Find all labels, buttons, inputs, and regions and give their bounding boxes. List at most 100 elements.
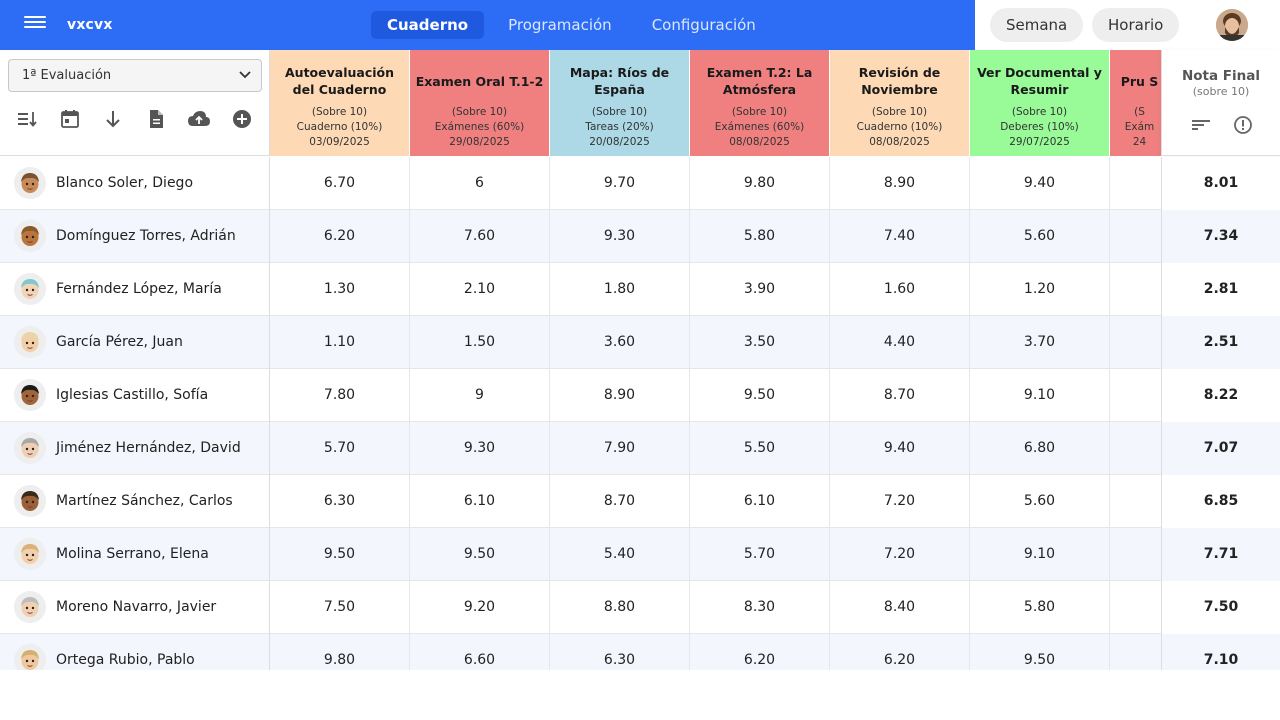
student-cell[interactable]: Blanco Soler, Diego bbox=[0, 157, 270, 210]
grade-cell[interactable]: 3.90 bbox=[690, 263, 830, 316]
sort-icon[interactable] bbox=[17, 108, 39, 130]
column-header[interactable]: Revisión de Noviembre (Sobre 10) Cuaderno … bbox=[830, 50, 970, 156]
student-cell[interactable]: Ortega Rubio, Pablo bbox=[0, 634, 270, 670]
grade-cell[interactable]: 5.70 bbox=[270, 422, 410, 475]
grade-cell[interactable]: 3.60 bbox=[550, 316, 690, 369]
column-header[interactable]: Examen T.2: La Atmósfera (Sobre 10) Exámen… bbox=[690, 50, 830, 156]
grade-cell[interactable]: 6.10 bbox=[690, 475, 830, 528]
grade-cell[interactable]: 6.60 bbox=[410, 634, 550, 670]
student-cell[interactable]: Moreno Navarro, Javier bbox=[0, 581, 270, 634]
grade-cell[interactable]: 6.20 bbox=[270, 210, 410, 263]
grade-cell[interactable]: 2.10 bbox=[410, 263, 550, 316]
alert-circle-icon[interactable] bbox=[1232, 114, 1254, 136]
grade-cell[interactable]: 6.70 bbox=[270, 157, 410, 210]
student-cell[interactable]: Jiménez Hernández, David bbox=[0, 422, 270, 475]
grade-cell[interactable]: 1.20 bbox=[970, 263, 1110, 316]
grade-cell[interactable]: 9.70 bbox=[550, 157, 690, 210]
column-header[interactable]: Autoevaluación del Cuaderno (Sobre 10) Cua… bbox=[270, 50, 410, 156]
grade-cell[interactable]: 8.70 bbox=[830, 369, 970, 422]
grade-cell[interactable]: 7.80 bbox=[270, 369, 410, 422]
grade-cell[interactable]: 9.80 bbox=[690, 157, 830, 210]
grade-cell[interactable]: 5.70 bbox=[690, 528, 830, 581]
cloud-upload-icon[interactable] bbox=[187, 108, 211, 130]
grade-cell[interactable]: 3.70 bbox=[970, 316, 1110, 369]
period-select[interactable]: 1ª Evaluación bbox=[8, 59, 262, 92]
grade-cell[interactable]: 9.10 bbox=[970, 528, 1110, 581]
student-cell[interactable]: García Pérez, Juan bbox=[0, 316, 270, 369]
grade-cell[interactable]: 9.30 bbox=[550, 210, 690, 263]
column-date: 08/08/2025 bbox=[869, 136, 930, 148]
grade-cell[interactable]: 7.60 bbox=[410, 210, 550, 263]
schedule-button[interactable]: Horario bbox=[1092, 8, 1180, 42]
grade-cell[interactable]: 8.90 bbox=[830, 157, 970, 210]
grade-cell[interactable]: 6.10 bbox=[410, 475, 550, 528]
tab-programacion[interactable]: Programación bbox=[508, 16, 612, 34]
avatar bbox=[14, 379, 46, 411]
grade-cell[interactable]: 4.40 bbox=[830, 316, 970, 369]
grade-cell[interactable]: 6 bbox=[410, 157, 550, 210]
grade-cell[interactable]: 6.20 bbox=[830, 634, 970, 670]
user-avatar[interactable] bbox=[1216, 9, 1248, 41]
grade-cell[interactable]: 3.50 bbox=[690, 316, 830, 369]
student-cell[interactable]: Fernández López, María bbox=[0, 263, 270, 316]
grade-cell[interactable]: 8.30 bbox=[690, 581, 830, 634]
grade-cell[interactable]: 8.80 bbox=[550, 581, 690, 634]
grade-cell[interactable]: 1.10 bbox=[270, 316, 410, 369]
grade-cell[interactable]: 6.20 bbox=[690, 634, 830, 670]
grade-cell[interactable]: 6.80 bbox=[970, 422, 1110, 475]
grade-cell[interactable]: 9.30 bbox=[410, 422, 550, 475]
grade-cell[interactable]: 6.30 bbox=[270, 475, 410, 528]
final-grade-header: Nota Final (sobre 10) bbox=[1161, 50, 1280, 156]
student-cell[interactable]: Molina Serrano, Elena bbox=[0, 528, 270, 581]
column-header[interactable]: Examen Oral T.1-2 (Sobre 10) Exámenes (60%… bbox=[410, 50, 550, 156]
grade-cell[interactable]: 9.40 bbox=[830, 422, 970, 475]
grade-cell[interactable]: 7.20 bbox=[830, 475, 970, 528]
grade-cell[interactable]: 7.50 bbox=[270, 581, 410, 634]
column-header[interactable]: Ver Documental y Resumir (Sobre 10) Debere… bbox=[970, 50, 1110, 156]
grade-cell[interactable]: 9.50 bbox=[270, 528, 410, 581]
tab-cuaderno[interactable]: Cuaderno bbox=[371, 11, 485, 39]
grade-cell[interactable]: 9 bbox=[410, 369, 550, 422]
grade-cell[interactable]: 5.80 bbox=[690, 210, 830, 263]
calendar-icon[interactable] bbox=[59, 108, 81, 130]
column-category: Tareas (20%) bbox=[585, 121, 654, 133]
grade-cell[interactable]: 5.80 bbox=[970, 581, 1110, 634]
document-icon[interactable] bbox=[145, 108, 167, 130]
add-circle-icon[interactable] bbox=[231, 108, 253, 130]
grade-cell[interactable]: 1.80 bbox=[550, 263, 690, 316]
table-row: Moreno Navarro, Javier 7.50 9.20 8.80 8.30 8.… bbox=[0, 581, 1280, 634]
grade-cell[interactable]: 9.50 bbox=[410, 528, 550, 581]
grade-cell[interactable]: 5.60 bbox=[970, 475, 1110, 528]
grade-cell[interactable]: 8.40 bbox=[830, 581, 970, 634]
student-cell[interactable]: Iglesias Castillo, Sofía bbox=[0, 369, 270, 422]
grade-cell[interactable]: 7.40 bbox=[830, 210, 970, 263]
grade-cell[interactable]: 5.40 bbox=[550, 528, 690, 581]
grade-cell[interactable]: 8.70 bbox=[550, 475, 690, 528]
grade-cell[interactable]: 9.80 bbox=[270, 634, 410, 670]
grade-cell[interactable]: 5.60 bbox=[970, 210, 1110, 263]
grade-cell[interactable]: 6.30 bbox=[550, 634, 690, 670]
tab-configuracion[interactable]: Configuración bbox=[651, 16, 756, 34]
grade-cell[interactable]: 8.90 bbox=[550, 369, 690, 422]
sort-lines-icon[interactable] bbox=[1190, 114, 1212, 136]
grade-cell[interactable]: 9.50 bbox=[690, 369, 830, 422]
grade-cell[interactable]: 9.50 bbox=[970, 634, 1110, 670]
grade-cell[interactable]: 1.30 bbox=[270, 263, 410, 316]
table-row: Martínez Sánchez, Carlos 6.30 6.10 8.70 6.10… bbox=[0, 475, 1280, 528]
column-header[interactable]: Pru S (S Exám 24 bbox=[1110, 50, 1170, 156]
grade-cell[interactable]: 9.40 bbox=[970, 157, 1110, 210]
column-header[interactable]: Mapa: Ríos de España (Sobre 10) Tareas (20… bbox=[550, 50, 690, 156]
grade-cell[interactable]: 1.50 bbox=[410, 316, 550, 369]
menu-icon[interactable] bbox=[24, 13, 46, 35]
grade-cell[interactable]: 7.90 bbox=[550, 422, 690, 475]
student-cell[interactable]: Domínguez Torres, Adrián bbox=[0, 210, 270, 263]
grade-cell[interactable]: 5.50 bbox=[690, 422, 830, 475]
grade-cell[interactable]: 9.10 bbox=[970, 369, 1110, 422]
grade-cell[interactable]: 7.20 bbox=[830, 528, 970, 581]
avatar bbox=[14, 591, 46, 623]
week-button[interactable]: Semana bbox=[990, 8, 1084, 42]
grade-cell[interactable]: 1.60 bbox=[830, 263, 970, 316]
grade-cell[interactable]: 9.20 bbox=[410, 581, 550, 634]
arrow-down-icon[interactable] bbox=[102, 108, 124, 130]
student-cell[interactable]: Martínez Sánchez, Carlos bbox=[0, 475, 270, 528]
